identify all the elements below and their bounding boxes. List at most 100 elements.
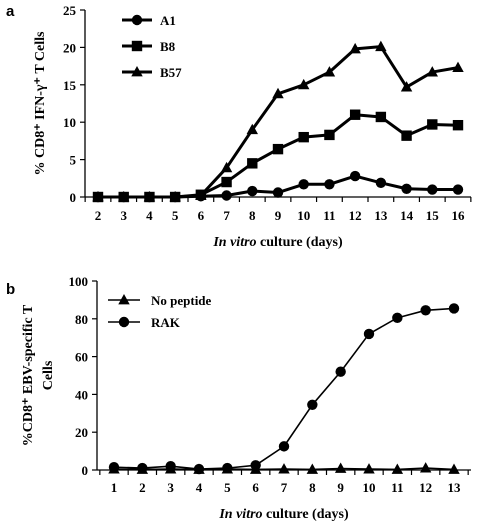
y-axis-title-line: %CD8⁺ EBV-specific T [21,304,36,446]
panel-letter: b [6,281,15,298]
data-point [272,143,284,155]
legend-marker [118,316,130,328]
data-point [137,462,148,474]
x-tick-label: 10 [297,208,310,223]
x-tick-label: 7 [223,208,230,223]
data-point [363,463,375,474]
legend-item: RAK [108,315,181,330]
data-point [222,462,233,474]
legend-item: A1 [122,13,176,28]
data-point [165,461,176,472]
y-axis-title-line: Cells [41,360,56,390]
data-point [250,460,261,471]
x-tick-label: 16 [452,208,466,223]
data-point [247,158,258,169]
x-tick-label: 14 [400,208,414,223]
series-line [98,45,459,199]
x-tick-label: 12 [349,208,362,223]
data-point [272,87,284,99]
x-tick-label: 5 [172,208,179,223]
series-no-peptide [108,462,460,474]
legend-label: A1 [160,13,176,28]
x-tick-label: 13 [448,480,462,495]
data-point [297,78,310,90]
data-point [307,399,318,410]
data-point [246,123,259,135]
data-point [221,176,232,188]
y-tick-label: 15 [63,78,77,93]
data-point [420,305,431,316]
x-tick-label: 11 [391,480,403,495]
x-tick-label: 4 [146,208,153,223]
data-point [195,189,207,200]
data-point [400,81,413,92]
data-point [108,461,120,473]
data-point [448,463,460,474]
x-tick-label: 15 [426,208,440,223]
data-point [427,184,438,195]
series-b57 [92,40,464,202]
data-point [220,161,233,173]
data-point [349,170,361,182]
x-tick-label: 3 [167,480,174,495]
legend-label: No peptide [151,293,212,308]
x-tick-label: 4 [196,480,203,495]
y-tick-label: 10 [63,115,76,130]
data-point [419,462,432,473]
data-point [427,119,438,130]
x-axis-title: In vitro culture (days) [212,235,343,250]
panel-a: a 0 5 10 15 20 25 2 3 4 5 6 7 8 9 10 11 12 13 14 15 16 In vitr… [6,3,472,250]
data-point [452,61,464,73]
x-tick-label: 6 [252,480,259,495]
x-tick-label: 5 [224,480,231,495]
data-point [335,366,346,377]
data-point [391,463,404,474]
x-tick-label: 12 [419,480,432,495]
data-point [92,191,104,202]
x-tick-label: 2 [95,208,102,223]
data-point [298,131,309,143]
legend-item: B8 [122,39,176,54]
x-tick-label: 7 [281,480,288,495]
y-tick-label: 80 [75,312,88,327]
data-point [452,119,464,131]
data-point [117,191,130,202]
data-point [278,441,290,452]
data-point [143,191,156,202]
data-point [363,328,375,340]
legend-marker [118,294,130,305]
x-tick-label: 6 [198,208,205,223]
legend-label: B57 [160,65,182,80]
y-tick-label: 5 [70,153,77,168]
data-point [221,190,232,201]
data-point [247,185,258,197]
x-tick-label: 13 [374,208,388,223]
legend-label: RAK [151,315,181,330]
data-point [349,42,361,54]
data-point [375,111,387,123]
x-tick-label: 2 [139,480,146,495]
data-point [375,177,387,188]
data-point [401,130,412,141]
legend-item: No peptide [108,293,212,308]
series-rak [108,303,460,475]
x-tick-label: 9 [337,480,344,495]
y-axis-title: % CD8⁺ IFN-γ⁺ T Cells [33,31,48,176]
y-tick-label: 60 [75,350,88,365]
data-point [272,187,284,198]
data-point [426,66,439,77]
data-point [452,184,464,195]
data-point [169,191,181,202]
legend-marker [131,14,143,26]
legend-marker [131,40,143,52]
x-tick-label: 9 [275,208,282,223]
panel-letter: a [6,3,15,20]
data-point [448,303,460,314]
x-tick-label: 8 [309,480,316,495]
x-tick-label: 3 [120,208,127,223]
x-tick-label: 10 [363,480,376,495]
data-point [349,109,361,120]
data-point [375,40,387,52]
y-tick-label: 40 [75,387,88,402]
